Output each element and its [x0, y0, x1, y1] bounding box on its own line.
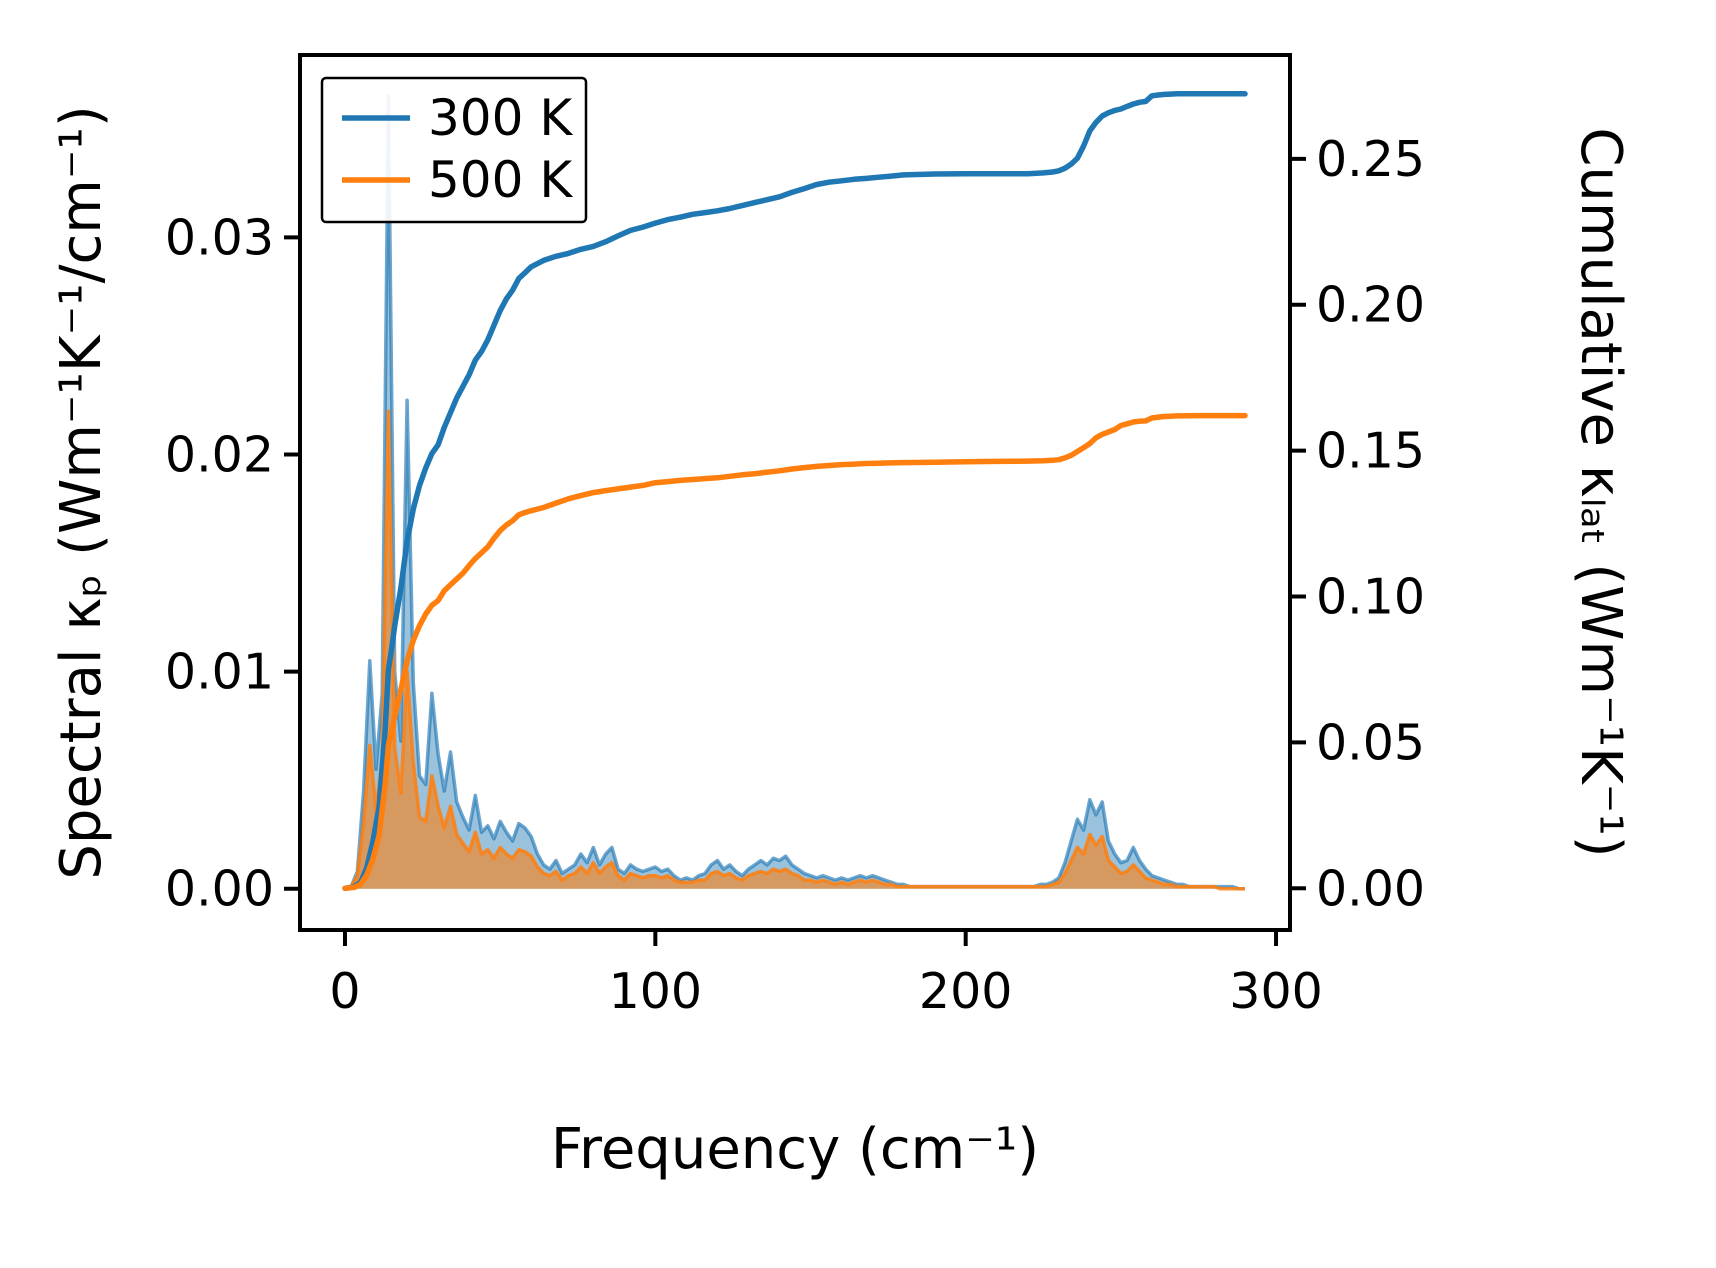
spectral-area-500-k [345, 411, 1245, 889]
legend-box [320, 76, 588, 224]
legend-label-500-k: 500 K [428, 151, 573, 209]
spectral-line-500-k [344, 409, 1245, 891]
right-y-tick-label: 0.05 [1316, 714, 1425, 771]
legend-label-300-k: 300 K [428, 89, 573, 147]
x-tick-label: 0 [329, 963, 360, 1020]
cumulative-lines [342, 91, 1248, 892]
x-axis-label: Frequency (cm⁻¹) [551, 1117, 1039, 1182]
right-y-tick-label: 0.25 [1316, 131, 1425, 188]
right-y-tick-label: 0.20 [1316, 277, 1425, 334]
right-y-axis-label: Cumulative κₗₐₜ (Wm⁻¹K⁻¹) [1568, 127, 1633, 857]
left-y-tick-label: 0.02 [165, 427, 274, 484]
left-y-tick-label: 0.00 [165, 861, 274, 918]
left-y-tick-label: 0.03 [165, 209, 274, 266]
plot-frame [298, 53, 1292, 932]
x-tick-label: 200 [919, 963, 1013, 1020]
cumulative-line-500-k [342, 412, 1248, 892]
right-y-tick-label: 0.15 [1316, 423, 1425, 480]
spectral-line-300-k [344, 94, 1245, 891]
right-y-tick-label: 0.00 [1316, 860, 1425, 917]
cumulative-line-300-k [342, 91, 1248, 892]
spectral-areas [344, 94, 1245, 891]
x-tick-label: 300 [1229, 963, 1323, 1020]
left-y-tick-label: 0.01 [165, 644, 274, 701]
axes-ticks: 0 100 200 300 0.00 0.01 0.02 0.03 0.00 0.05 0.10 0.… [165, 131, 1425, 1020]
right-y-tick-label: 0.10 [1316, 569, 1425, 626]
x-tick-label: 100 [609, 963, 703, 1020]
left-y-axis-label: Spectral κₚ (Wm⁻¹K⁻¹/cm⁻¹) [49, 105, 114, 879]
